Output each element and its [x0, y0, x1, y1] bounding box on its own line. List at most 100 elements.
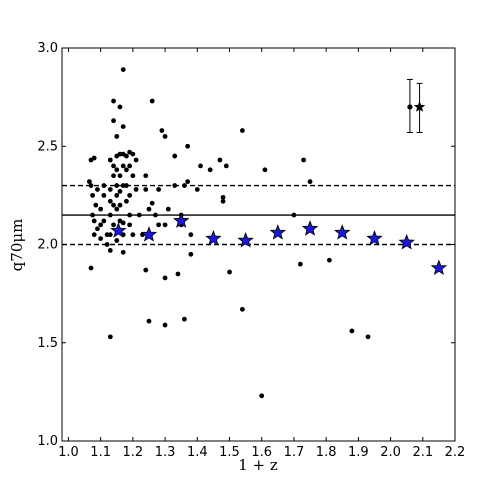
scatter-point — [117, 104, 123, 110]
scatter-point — [101, 192, 107, 198]
x-tick-label: 1.9 — [348, 445, 369, 460]
scatter-point — [297, 261, 303, 267]
scatter-point — [159, 128, 165, 133]
scatter-point — [172, 153, 178, 159]
scatter-point — [185, 179, 191, 185]
scatter-point — [104, 242, 110, 247]
scatter-point — [162, 322, 168, 328]
scatter-point — [143, 173, 149, 179]
scatter-point — [95, 226, 100, 232]
x-tick-label: 1.3 — [155, 445, 176, 460]
scatter-point — [107, 157, 113, 163]
x-tick-label: 1.2 — [123, 445, 144, 460]
y-tick-label: 1.5 — [37, 336, 58, 351]
scatter-point — [185, 143, 191, 149]
scatter-point — [114, 206, 120, 212]
scatter-point — [114, 238, 120, 243]
scatter-point — [133, 187, 139, 192]
scatter-point — [88, 265, 94, 271]
scatter-point — [307, 179, 313, 185]
scatter-point — [114, 183, 120, 188]
scatter-point — [124, 153, 129, 159]
x-tick-label: 1.8 — [316, 445, 337, 460]
scatter-point — [162, 134, 168, 139]
scatter-point — [262, 167, 268, 173]
scatter-point — [120, 67, 126, 73]
scatter-point — [143, 267, 149, 273]
scatter-point — [301, 157, 306, 163]
scatter-point — [107, 247, 113, 253]
scatter-point — [239, 306, 245, 312]
scatter-point — [130, 173, 136, 179]
scatter-point — [107, 187, 113, 192]
scatter-point — [153, 212, 158, 218]
star-point — [172, 212, 190, 228]
scatter-point — [136, 212, 142, 218]
scatter-point — [188, 232, 194, 238]
scatter-point — [117, 189, 123, 194]
x-tick-label: 2.1 — [412, 445, 433, 460]
x-tick-label: 1.4 — [187, 445, 208, 460]
scatter-point — [91, 232, 97, 238]
scatter-point — [86, 179, 92, 185]
scatter-point — [90, 192, 96, 198]
scatter-point — [101, 183, 107, 188]
scatter-point — [365, 334, 371, 340]
scatter-point — [101, 218, 107, 224]
scatter-point — [227, 269, 232, 275]
scatter-point — [259, 393, 265, 399]
scatter-point — [239, 128, 245, 133]
scatter-point — [130, 232, 136, 238]
scatter-point — [175, 271, 181, 277]
errorbar-dot — [407, 104, 413, 110]
data-points — [86, 67, 448, 399]
x-tick-label: 1.5 — [219, 445, 240, 460]
scatter-point — [291, 212, 297, 218]
scatter-point — [143, 187, 149, 192]
errorbar-points — [406, 78, 426, 133]
scatter-point — [114, 192, 120, 198]
scatter-point — [120, 124, 126, 129]
scatter-point — [98, 236, 104, 242]
scatter-point — [133, 157, 139, 163]
scatter-point — [117, 202, 123, 208]
scatter-point — [111, 118, 116, 124]
scatter-point — [111, 202, 116, 208]
scatter-point — [90, 212, 96, 218]
scatter-point — [107, 232, 113, 238]
scatter-point — [107, 212, 113, 218]
star-point — [140, 226, 158, 242]
scatter-point — [111, 222, 116, 228]
scatter-point — [88, 183, 94, 188]
scatter-point — [188, 251, 194, 257]
scatter-point — [127, 222, 133, 228]
scatter-point — [326, 257, 332, 263]
scatter-point — [182, 183, 187, 188]
scatter-point — [207, 167, 213, 173]
scatter-point — [124, 167, 129, 173]
scatter-point — [165, 206, 171, 212]
scatter-point — [95, 187, 100, 192]
x-tick-label: 2.2 — [445, 445, 466, 460]
star-point — [237, 231, 254, 248]
star-point — [205, 229, 222, 246]
scatter-point — [111, 173, 116, 179]
x-tick-label: 1.1 — [90, 445, 111, 460]
scatter-point — [217, 157, 223, 163]
star-point — [301, 220, 319, 236]
scatter-point — [91, 218, 97, 224]
y-axis: 1.0 1.5 2.0 2.5 3.0 — [37, 41, 455, 449]
scatter-point — [149, 98, 155, 104]
scatter-point — [182, 316, 187, 322]
x-tick-label: 1.6 — [251, 445, 272, 460]
scatter-point — [98, 222, 104, 228]
scatter-point — [127, 192, 133, 198]
scatter-point — [162, 275, 168, 281]
scatter-point — [111, 98, 116, 104]
scatter-point — [198, 163, 203, 169]
scatter-point — [223, 163, 229, 169]
scatter-point — [114, 134, 120, 139]
scatter-point — [120, 220, 126, 226]
y-tick-label: 2.5 — [37, 139, 58, 154]
scatter-point — [124, 198, 129, 204]
